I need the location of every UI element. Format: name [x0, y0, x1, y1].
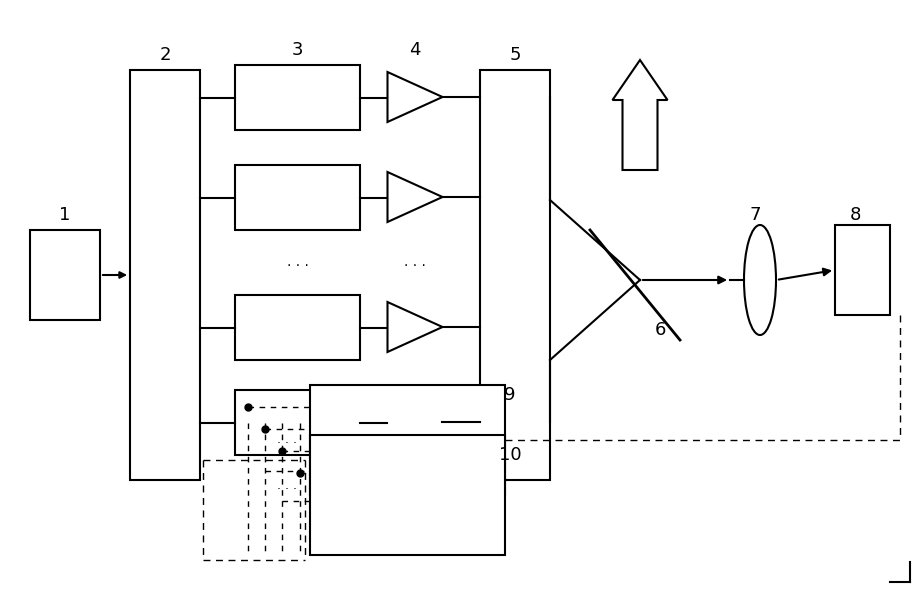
- Text: 8: 8: [848, 206, 860, 224]
- Text: 10: 10: [498, 446, 521, 464]
- FancyArrow shape: [612, 60, 667, 170]
- Bar: [310, 385, 505, 495]
- Text: . . .: . . .: [286, 256, 308, 269]
- Text: 9: 9: [504, 386, 516, 404]
- Bar: [234, 165, 359, 230]
- Bar: [130, 70, 199, 480]
- Text: 1: 1: [59, 206, 71, 224]
- Bar: [234, 65, 359, 130]
- Bar: [480, 70, 550, 480]
- Text: . . .: . . .: [403, 255, 425, 269]
- Text: . . .: . . .: [277, 479, 297, 492]
- Bar: [834, 225, 889, 315]
- Text: 6: 6: [653, 321, 665, 339]
- Text: 2: 2: [159, 46, 171, 64]
- Text: 3: 3: [291, 41, 303, 59]
- Text: . . .: . . .: [277, 433, 297, 446]
- Text: 4: 4: [409, 41, 420, 59]
- Bar: [234, 295, 359, 360]
- Text: 7: 7: [748, 206, 760, 224]
- Bar: [310, 435, 505, 555]
- Bar: [234, 390, 359, 455]
- Text: 5: 5: [509, 46, 520, 64]
- Bar: [30, 230, 100, 320]
